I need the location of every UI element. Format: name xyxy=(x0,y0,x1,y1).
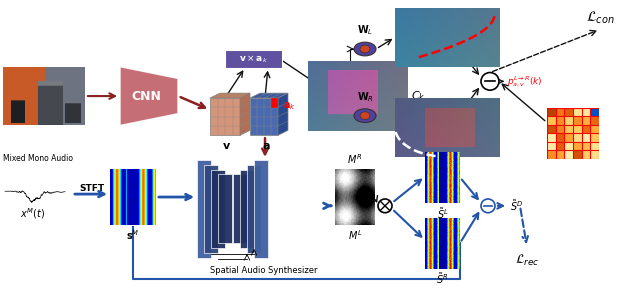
Text: $\mathbf{W}_R$: $\mathbf{W}_R$ xyxy=(356,90,374,104)
Circle shape xyxy=(378,199,392,213)
Text: Mixed Mono Audio: Mixed Mono Audio xyxy=(3,154,73,163)
Circle shape xyxy=(481,199,495,213)
Text: $\tilde{S}^R$: $\tilde{S}^R$ xyxy=(436,272,449,286)
Polygon shape xyxy=(211,170,225,248)
Polygon shape xyxy=(254,160,268,258)
Text: $M^R$: $M^R$ xyxy=(348,152,363,166)
Polygon shape xyxy=(240,170,254,248)
Polygon shape xyxy=(240,93,250,135)
Text: $p_{a,v}^{L \rightarrow R}(k)$: $p_{a,v}^{L \rightarrow R}(k)$ xyxy=(507,74,543,89)
Text: $\tilde{S}^L$: $\tilde{S}^L$ xyxy=(436,206,449,221)
Polygon shape xyxy=(271,98,278,108)
Text: $x^M(t)$: $x^M(t)$ xyxy=(20,206,45,221)
Text: $\mathcal{L}_{rec}$: $\mathcal{L}_{rec}$ xyxy=(515,253,540,268)
Text: $\mathbf{s}^M$: $\mathbf{s}^M$ xyxy=(126,228,140,242)
Polygon shape xyxy=(250,98,278,135)
Text: $\mathbf{v}$: $\mathbf{v}$ xyxy=(223,141,232,151)
Text: $\mathbf{W}_L$: $\mathbf{W}_L$ xyxy=(357,23,373,37)
Text: $M^L$: $M^L$ xyxy=(348,228,362,242)
Polygon shape xyxy=(233,175,247,243)
Text: $\mathcal{L}_{con}$: $\mathcal{L}_{con}$ xyxy=(586,10,614,26)
Text: $\tilde{S}^D$: $\tilde{S}^D$ xyxy=(510,198,523,213)
Text: STFT: STFT xyxy=(79,184,104,193)
Text: Spatial Audio Synthesizer: Spatial Audio Synthesizer xyxy=(211,266,317,275)
Text: $C_k$: $C_k$ xyxy=(411,89,426,103)
Ellipse shape xyxy=(360,112,370,120)
Polygon shape xyxy=(250,93,288,98)
Polygon shape xyxy=(197,160,211,258)
FancyBboxPatch shape xyxy=(225,51,282,68)
Ellipse shape xyxy=(354,109,376,123)
Polygon shape xyxy=(278,93,288,135)
Text: $\mathbf{a}$: $\mathbf{a}$ xyxy=(262,141,270,151)
Text: $\mathbf{a}_k$: $\mathbf{a}_k$ xyxy=(283,100,296,112)
Polygon shape xyxy=(120,67,178,125)
Polygon shape xyxy=(218,175,232,243)
Circle shape xyxy=(481,73,499,90)
Polygon shape xyxy=(247,165,261,253)
Text: $\mathbf{v} \times \mathbf{a}_k$: $\mathbf{v} \times \mathbf{a}_k$ xyxy=(239,53,268,65)
Polygon shape xyxy=(210,98,240,135)
Polygon shape xyxy=(210,93,250,98)
Text: CNN: CNN xyxy=(131,90,161,103)
Ellipse shape xyxy=(360,45,370,53)
Polygon shape xyxy=(204,165,218,253)
Ellipse shape xyxy=(354,42,376,56)
